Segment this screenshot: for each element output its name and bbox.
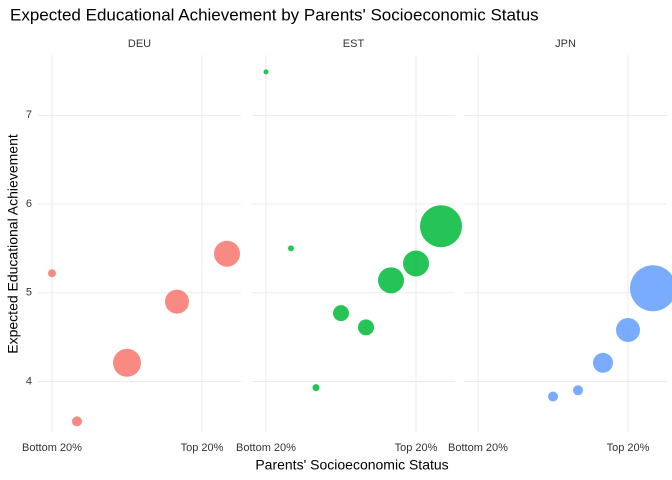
- bubble: [420, 205, 462, 248]
- bubble: [72, 416, 82, 427]
- bubble: [48, 269, 56, 278]
- x-tick-label: Top 20%: [181, 442, 224, 454]
- bubble: [548, 391, 558, 402]
- bubble: [333, 305, 349, 322]
- x-tick-label: Bottom 20%: [236, 442, 296, 454]
- x-tick-label: Top 20%: [395, 442, 438, 454]
- y-tick-label: 5: [26, 287, 32, 299]
- bubble: [378, 267, 404, 294]
- bubble: [312, 384, 320, 392]
- y-tick-label: 7: [26, 109, 32, 121]
- bubble: [573, 385, 583, 396]
- x-axis-label: Parents' Socioeconomic Status: [255, 457, 448, 473]
- bubble: [165, 289, 189, 314]
- facet-label: DEU: [128, 38, 151, 50]
- bubble: [214, 240, 240, 267]
- y-axis-label: Expected Educational Achievement: [5, 134, 21, 354]
- x-tick-label: Bottom 20%: [22, 442, 82, 454]
- x-tick-label: Bottom 20%: [448, 442, 508, 454]
- chart-title: Expected Educational Achievement by Pare…: [10, 5, 539, 24]
- y-tick-label: 4: [26, 375, 32, 387]
- bubble: [593, 352, 613, 373]
- bubble: [358, 319, 374, 336]
- bubble: [288, 245, 294, 252]
- bubble: [403, 250, 429, 277]
- bubble: [616, 317, 640, 342]
- x-tick-label: Top 20%: [607, 442, 650, 454]
- bubble: [263, 69, 269, 75]
- y-tick-label: 6: [26, 198, 32, 210]
- facet-label: EST: [343, 38, 365, 50]
- facet-label: JPN: [555, 38, 576, 50]
- bubble: [630, 265, 672, 312]
- bubble: [113, 348, 141, 377]
